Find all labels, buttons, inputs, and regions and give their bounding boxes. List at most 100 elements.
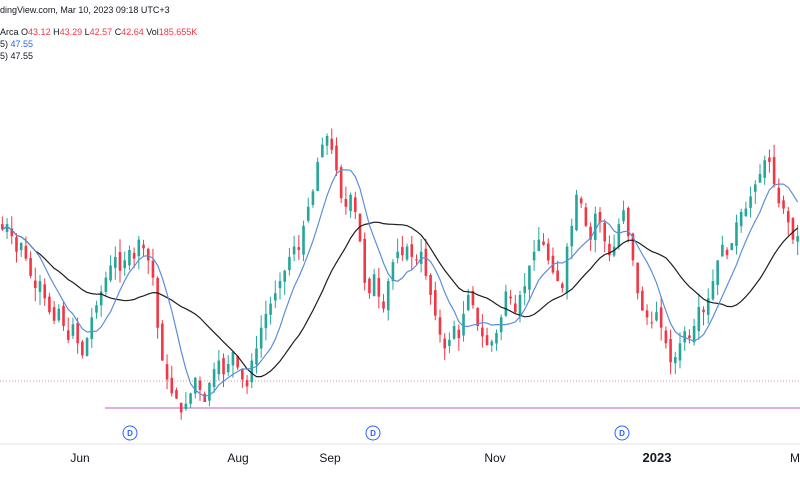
candle — [161, 319, 164, 361]
candle — [269, 296, 272, 325]
candle-body — [509, 296, 512, 299]
candle — [410, 236, 414, 271]
candle-body — [81, 341, 84, 356]
candle-body — [424, 248, 428, 276]
candle — [198, 376, 202, 401]
candle-body — [391, 262, 395, 282]
candle — [175, 387, 178, 400]
candle — [264, 300, 268, 341]
open-label: O — [21, 27, 29, 37]
candle — [179, 402, 183, 420]
ma-fast-legend[interactable]: 5) 47.55 — [0, 39, 33, 50]
candle-body — [433, 290, 437, 316]
candle — [33, 267, 37, 302]
candle — [735, 214, 738, 255]
candle — [137, 235, 141, 270]
candle — [311, 188, 315, 208]
candle-body — [212, 369, 216, 388]
candle — [382, 294, 385, 313]
candle-body — [739, 212, 743, 227]
candle — [113, 246, 117, 280]
candle-body — [495, 332, 498, 344]
candle-body — [179, 402, 183, 413]
candle-body — [15, 237, 18, 252]
candle — [655, 301, 658, 322]
candle — [396, 238, 399, 264]
candle — [81, 339, 84, 359]
candle — [372, 268, 376, 297]
candle-body — [184, 403, 188, 409]
ma-slow-legend[interactable]: 5) 47.55 — [0, 51, 33, 62]
candle — [739, 208, 743, 233]
candle-body — [90, 317, 94, 340]
candle-body — [565, 246, 569, 293]
candle-body — [316, 161, 319, 191]
candlesticks — [1, 128, 799, 420]
candle-body — [29, 258, 32, 276]
candle — [669, 329, 672, 375]
x-tick-label: Jun — [70, 451, 89, 465]
ma-slow-value: 47.55 — [10, 51, 34, 61]
candle — [71, 317, 75, 340]
candle — [146, 247, 150, 275]
candle — [659, 296, 663, 341]
candle — [725, 247, 729, 260]
candle-body — [151, 260, 155, 278]
candle — [556, 260, 559, 282]
candle-body — [570, 225, 574, 247]
candle — [401, 236, 404, 261]
candle-body — [753, 184, 757, 192]
candle — [170, 365, 174, 397]
candle — [288, 247, 291, 276]
candle — [386, 277, 390, 321]
candle — [405, 243, 409, 262]
candle — [598, 207, 602, 233]
candle — [349, 192, 352, 218]
candle-body — [203, 393, 207, 402]
high-label: H — [53, 27, 60, 37]
candle — [452, 320, 456, 340]
candle — [273, 280, 277, 309]
candle-body — [363, 238, 367, 283]
candle-body — [5, 224, 9, 232]
candle-body — [471, 290, 475, 306]
low-value: 42.57 — [89, 27, 113, 37]
candle — [448, 332, 451, 354]
candle — [363, 232, 367, 291]
volume-value: 185.655K — [158, 27, 198, 37]
candle-body — [245, 380, 249, 387]
candle-body — [664, 330, 668, 344]
candle — [523, 272, 527, 306]
candle — [212, 362, 216, 393]
candle-body — [33, 280, 37, 288]
dividend-marker-dec[interactable]: D — [614, 425, 630, 441]
candle-body — [358, 213, 362, 242]
candle-body — [476, 307, 479, 326]
candle-body — [650, 322, 654, 324]
candle — [688, 329, 691, 344]
candle — [339, 164, 343, 203]
candle — [306, 197, 310, 223]
candle-body — [217, 360, 221, 375]
candle — [283, 269, 287, 296]
candle — [476, 307, 479, 331]
candle-body — [142, 244, 145, 249]
candle — [193, 376, 197, 399]
candle-body — [76, 323, 79, 344]
candle — [419, 239, 423, 273]
candle-body — [796, 236, 799, 242]
dividend-marker-jun[interactable]: D — [122, 425, 138, 441]
x-tick-label: Nov — [484, 451, 505, 465]
candle-body — [19, 243, 23, 251]
candle-body — [377, 278, 381, 297]
candle — [753, 180, 757, 204]
candle — [481, 314, 484, 348]
candle-body — [617, 224, 621, 247]
dividend-marker-sep[interactable]: D — [365, 425, 381, 441]
volume-label: Vol — [146, 27, 159, 37]
candle-body — [584, 207, 588, 226]
candle — [584, 202, 588, 228]
candle-body — [1, 224, 4, 230]
candle — [575, 189, 578, 232]
